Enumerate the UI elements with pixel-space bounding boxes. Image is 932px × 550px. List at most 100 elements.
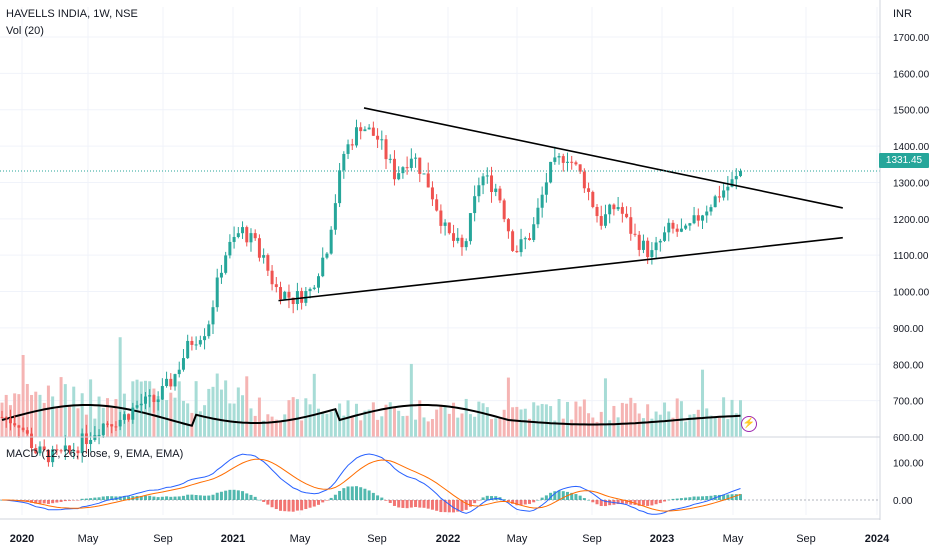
volume-bar [55, 408, 59, 437]
macd-histogram-bar [97, 497, 101, 500]
candle-body [93, 435, 97, 440]
macd-histogram-bar [570, 492, 574, 500]
grid [0, 7, 880, 515]
volume-bar [371, 402, 375, 437]
volume-bar [279, 421, 283, 437]
lightning-icon[interactable]: ⚡ [741, 416, 757, 432]
volume-bar [620, 402, 624, 437]
macd-histogram-bar [55, 500, 59, 503]
candle-body [17, 425, 21, 428]
volume-bar [443, 405, 447, 437]
candle-body [76, 450, 80, 454]
candle-body [409, 158, 413, 168]
macd-histogram-bar [663, 500, 667, 502]
macd-histogram-bar [452, 500, 456, 513]
volume-bar [63, 384, 67, 437]
candle-body [80, 433, 84, 454]
macd-histogram-bar [80, 498, 84, 500]
candle-body [557, 156, 561, 158]
volume-bar [646, 404, 650, 437]
macd-histogram-bar [599, 500, 603, 506]
macd-histogram-bar [38, 500, 42, 504]
candle-body [291, 297, 295, 304]
macd-histogram-bar [625, 500, 629, 504]
volume-bar [511, 407, 515, 437]
macd-histogram-bar [59, 500, 63, 502]
macd-histogram-bar [447, 500, 451, 513]
candle-body [397, 173, 401, 180]
macd-histogram-bar [523, 500, 527, 505]
volume-bar [692, 414, 696, 437]
candle-body [726, 186, 730, 191]
macd-histogram-bar [338, 490, 342, 500]
candle-body [30, 433, 34, 449]
candle-body [663, 232, 667, 241]
macd-histogram-bar [84, 498, 88, 500]
candle-body [701, 215, 705, 221]
macd-histogram-bar [473, 500, 477, 504]
macd-histogram-bar [477, 500, 481, 501]
time-tick-label: 2022 [436, 533, 460, 545]
macd-histogram-bar [692, 496, 696, 500]
candle-body [59, 450, 63, 452]
macd-histogram-bar [717, 494, 721, 500]
candle-body [570, 161, 574, 163]
candle-body [430, 187, 434, 200]
candle-body [72, 450, 76, 452]
candle-body [692, 215, 696, 224]
candle-body [42, 446, 46, 450]
macd-histogram-bar [25, 500, 29, 502]
candle-body [329, 229, 333, 254]
macd-histogram-bar [110, 496, 114, 500]
macd-histogram-bar [536, 499, 540, 501]
macd-histogram-bar [515, 500, 519, 506]
candle-body [228, 241, 232, 256]
volume-bar [671, 417, 675, 437]
candle-body [528, 238, 531, 240]
candle-body [148, 395, 152, 397]
volume-bar [726, 419, 730, 437]
candle-body [452, 233, 456, 241]
macd-histogram-bar [342, 488, 346, 500]
macd-histogram-bar [329, 497, 333, 500]
macd-histogram-bar [359, 487, 363, 500]
candle-body [494, 188, 498, 192]
macd-histogram-bar [384, 500, 388, 501]
candle-body [422, 173, 426, 175]
volume-bar [342, 415, 346, 437]
volume-bar [317, 408, 320, 437]
candle-body [608, 204, 612, 215]
macd-histogram-bar [156, 497, 160, 500]
candle-body [511, 231, 515, 251]
volume-bar [257, 397, 261, 437]
volume-bar [245, 376, 249, 437]
candle-body [38, 446, 42, 454]
candle-body [143, 396, 147, 404]
macd-histogram-bar [464, 500, 468, 510]
volume-bar [363, 410, 367, 437]
candle-body [321, 257, 325, 277]
candle-body [46, 449, 50, 463]
volume-bar [553, 420, 557, 437]
macd-histogram-bar [574, 494, 578, 500]
candle-body [101, 423, 105, 435]
volume-bar [89, 379, 93, 437]
candle-body [198, 340, 202, 345]
candle-body [190, 340, 194, 345]
candle-body [156, 399, 160, 403]
volume-bar [502, 409, 506, 437]
candle-body [561, 156, 565, 163]
candle-body [443, 222, 447, 226]
volume-bar [4, 394, 8, 437]
candle-body [671, 222, 675, 229]
volume-bar [169, 392, 173, 437]
candle-body [215, 277, 219, 308]
volume-bar [46, 385, 50, 437]
macd-histogram-bar [295, 500, 299, 511]
macd-histogram-bar [346, 486, 350, 500]
candle-body [532, 224, 536, 240]
time-tick-label: 2020 [10, 533, 34, 545]
volume-bar [565, 401, 569, 437]
